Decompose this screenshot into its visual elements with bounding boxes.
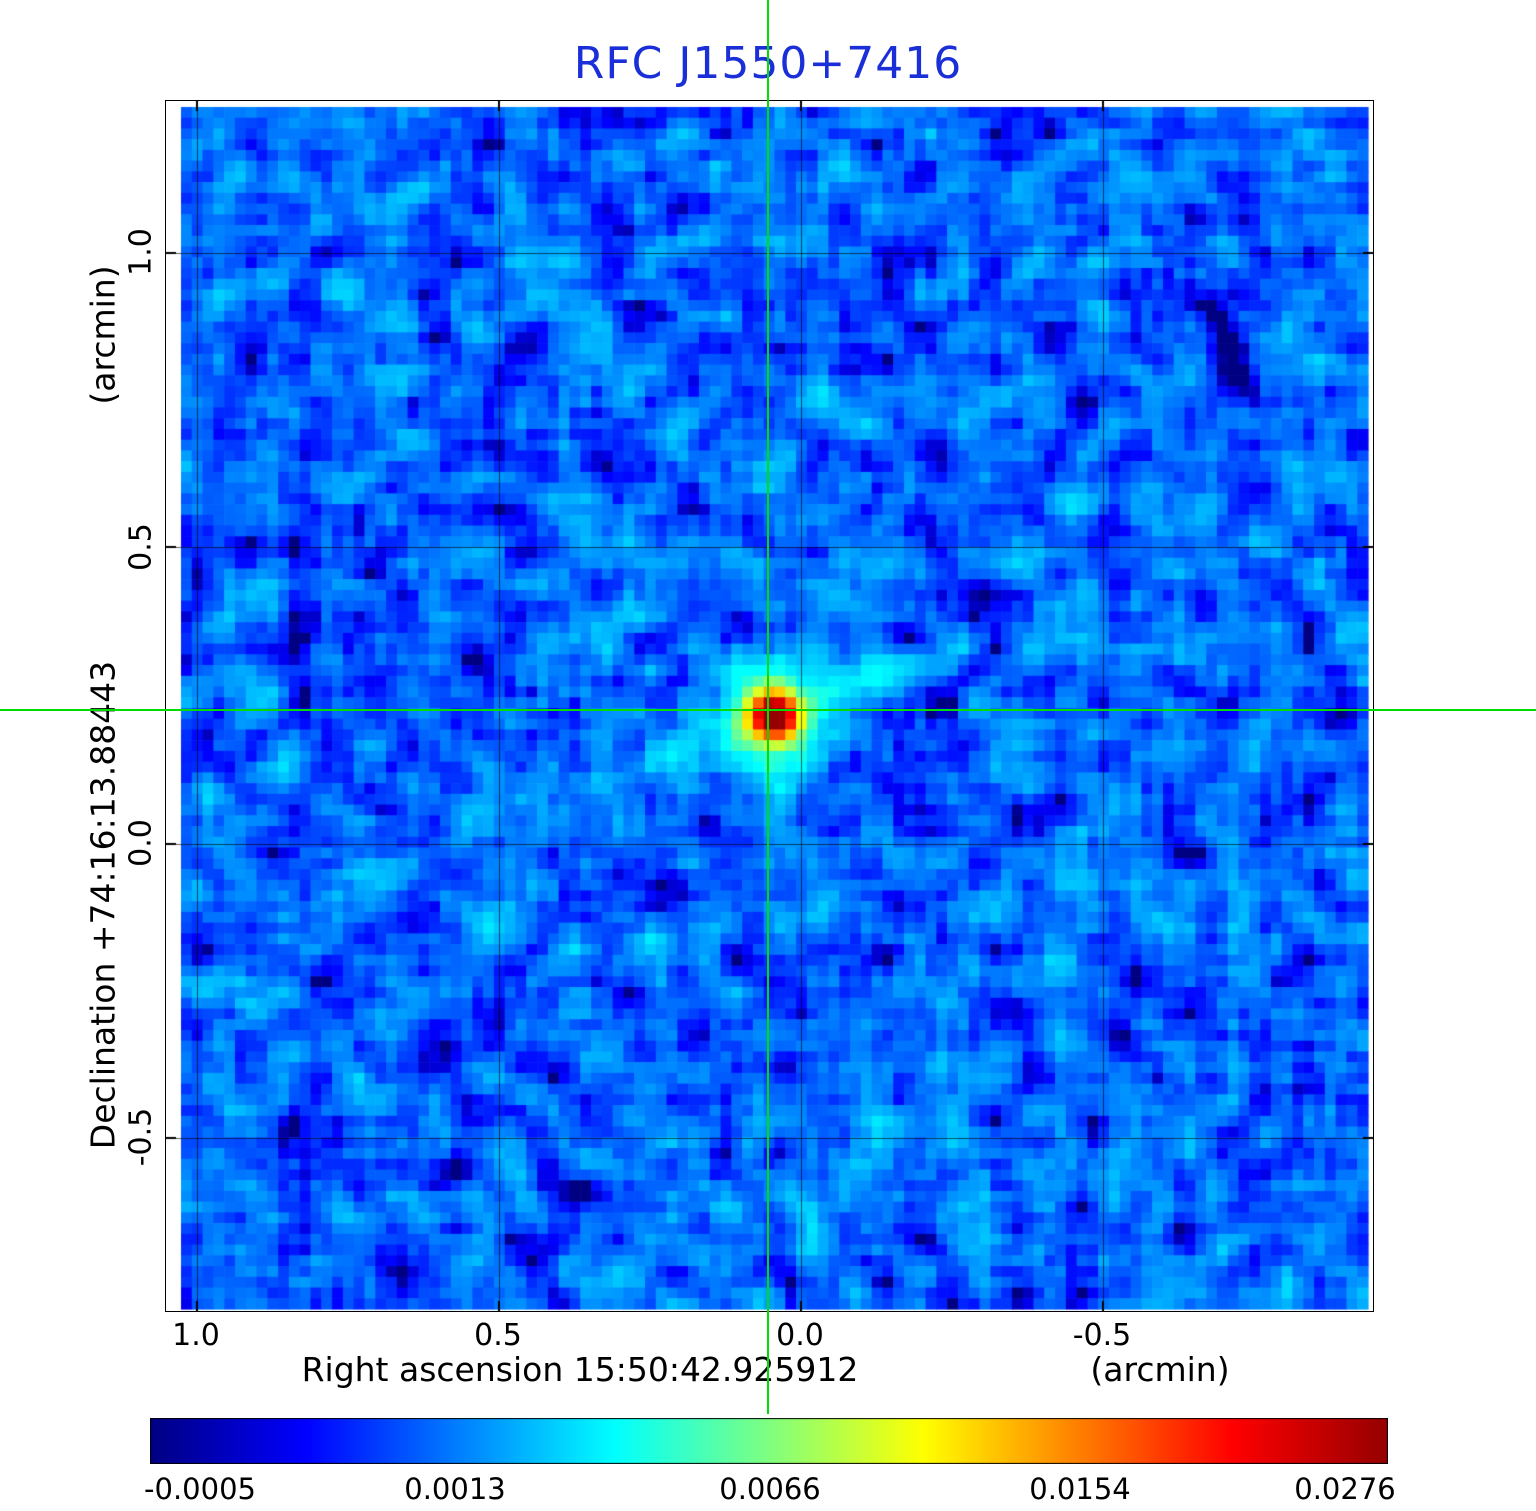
y-axis-unit: (arcmin)	[83, 265, 123, 405]
y-tick-label: 0.0	[123, 819, 159, 867]
colorbar-tick-label: 0.0276	[1294, 1472, 1396, 1506]
colorbar-tick-label: 0.0013	[404, 1472, 506, 1506]
y-axis-label: Declination +74:16:13.88443	[83, 660, 123, 1150]
x-axis-label: Right ascension 15:50:42.925912	[301, 1350, 859, 1389]
x-tick-label: 1.0	[172, 1318, 220, 1353]
crosshair-vertical-line	[767, 0, 769, 1414]
y-tick-label: 1.0	[123, 228, 159, 276]
y-tick-label: -0.5	[123, 1107, 159, 1167]
colorbar	[150, 1418, 1388, 1464]
colorbar-tick-label: 0.0154	[1029, 1472, 1131, 1506]
colorbar-tick-label: -0.0005	[144, 1472, 256, 1506]
x-tick-label: 0.5	[474, 1318, 522, 1353]
radio-map-canvas	[165, 100, 1374, 1312]
y-tick-label: 0.5	[123, 523, 159, 571]
x-tick-label: 0.0	[776, 1318, 824, 1353]
colorbar-tick-label: 0.0066	[719, 1472, 821, 1506]
x-axis-unit: (arcmin)	[1090, 1350, 1230, 1389]
crosshair-horizontal-line	[0, 709, 1536, 711]
x-tick-label: -0.5	[1072, 1318, 1132, 1353]
